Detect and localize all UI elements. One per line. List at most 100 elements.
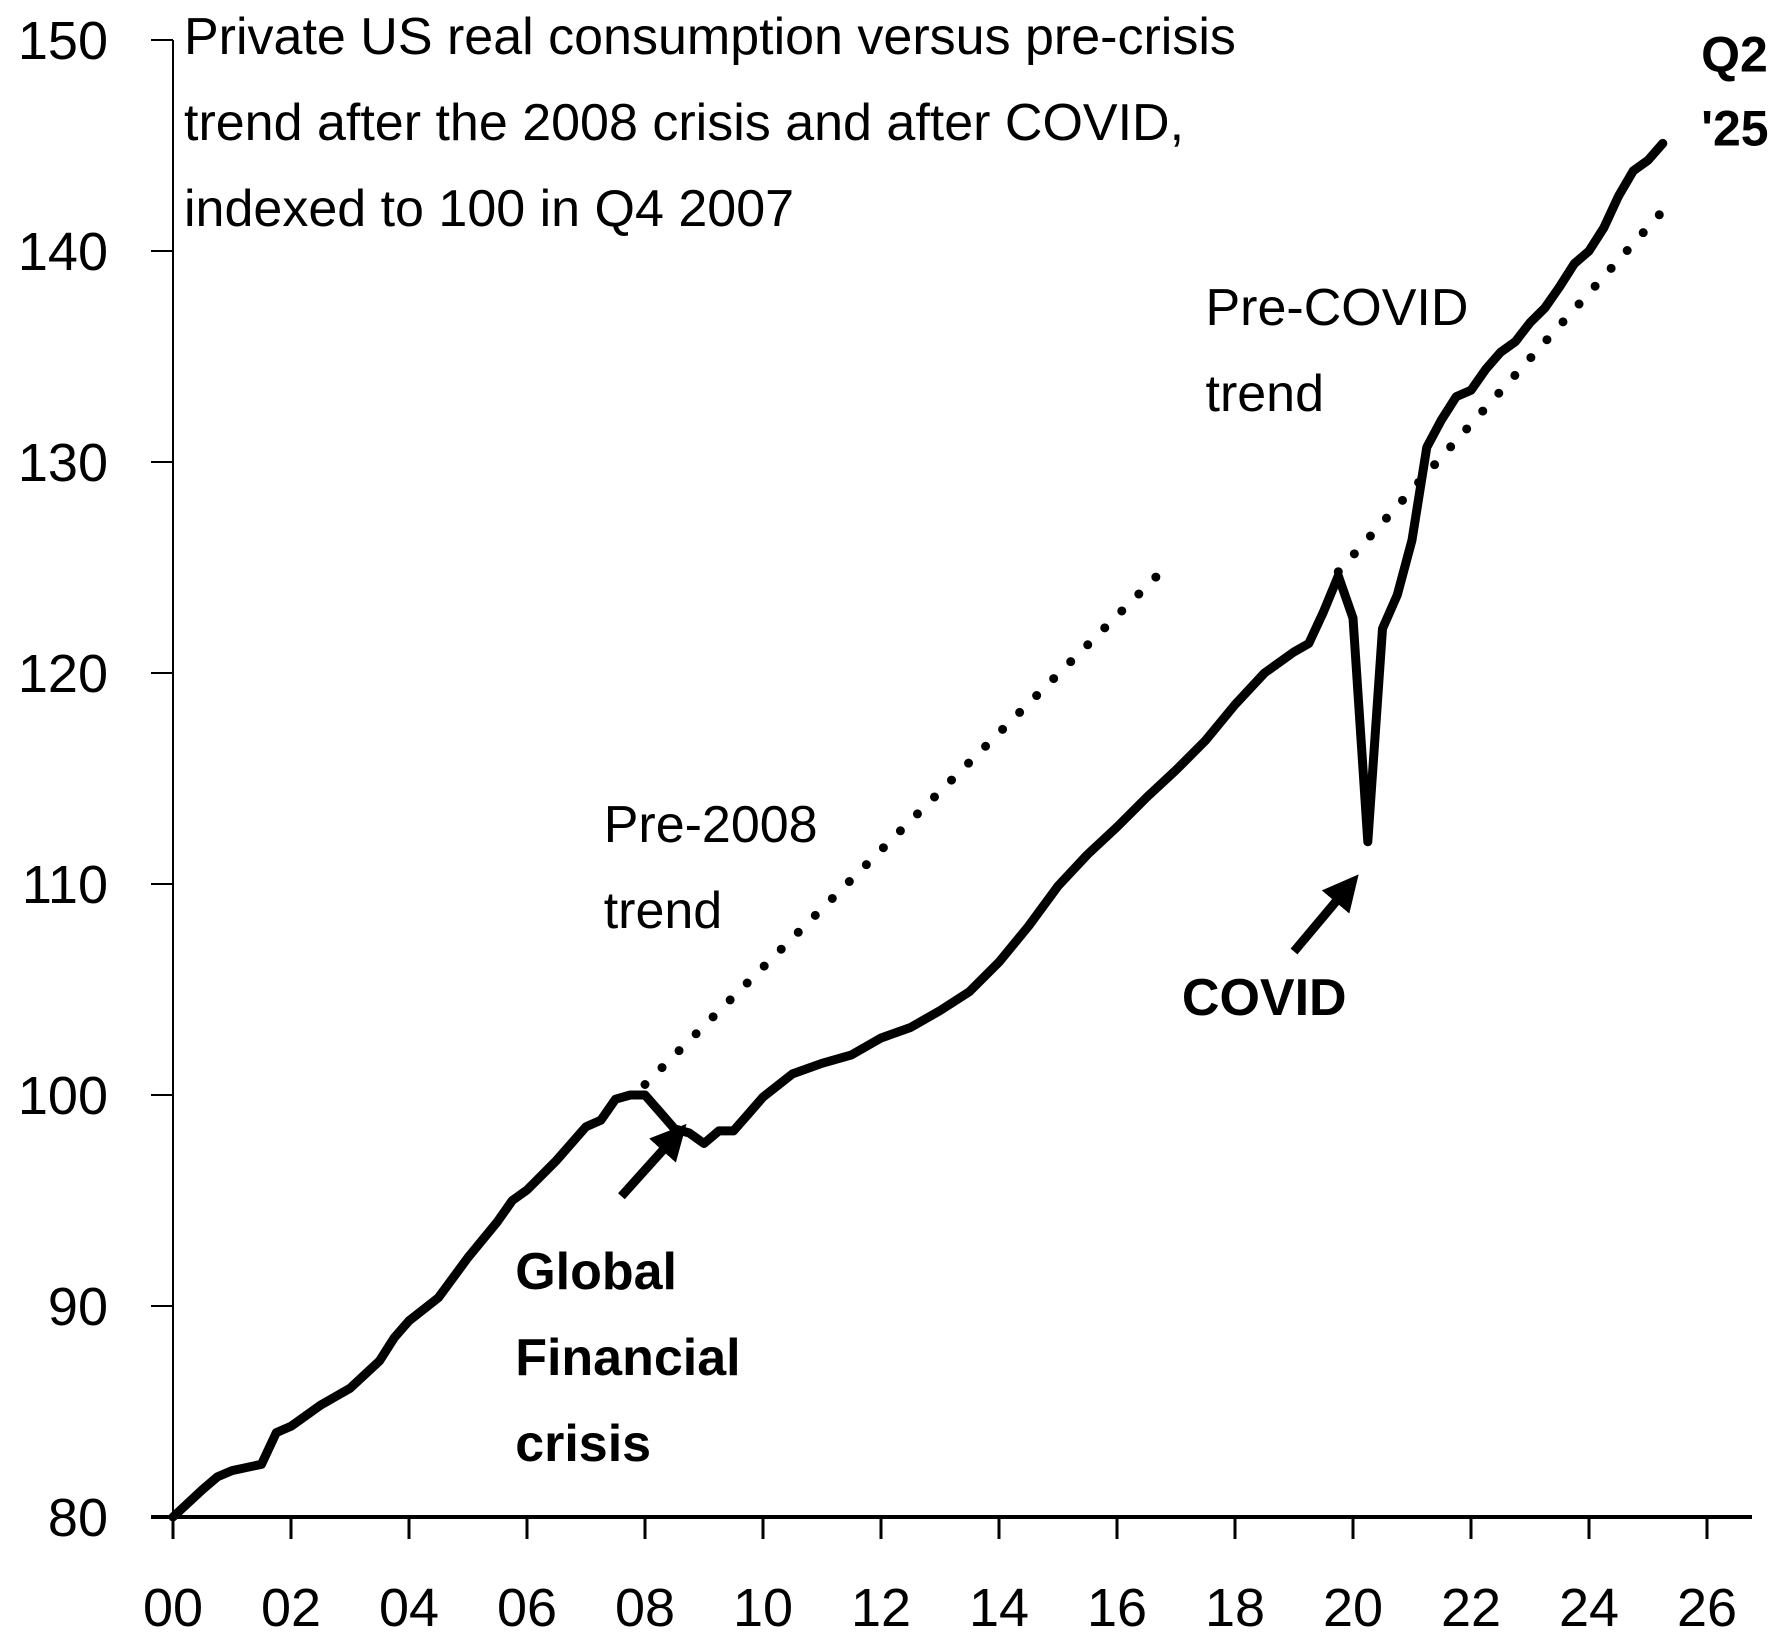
data-point-private-us-real-consumption xyxy=(1632,170,1634,172)
data-point-private-us-real-consumption xyxy=(467,1256,469,1258)
annotation-precovid-line: trend xyxy=(1206,365,1325,423)
x-tick-label: 26 xyxy=(1677,1578,1737,1638)
chart-title: Private US real consumption versus pre-c… xyxy=(184,8,1236,238)
arrow-icon xyxy=(618,1123,687,1200)
data-point-private-us-real-consumption xyxy=(1323,611,1325,613)
y-tick-label: 130 xyxy=(18,433,108,493)
data-point-private-us-real-consumption xyxy=(585,1126,587,1128)
data-point-private-us-real-consumption xyxy=(290,1425,292,1427)
data-point-private-us-real-consumption xyxy=(1367,841,1369,843)
data-point-private-us-real-consumption xyxy=(497,1221,499,1223)
data-point-private-us-real-consumption xyxy=(1647,159,1649,161)
y-tick-label: 100 xyxy=(18,1066,108,1126)
data-point-private-us-real-consumption xyxy=(851,1054,853,1056)
annotation-gfc-line: Global xyxy=(515,1243,677,1301)
x-tick-label: 06 xyxy=(497,1578,557,1638)
data-point-private-us-real-consumption xyxy=(969,991,971,993)
data-point-private-us-real-consumption xyxy=(600,1119,602,1121)
data-point-private-us-real-consumption xyxy=(1529,322,1531,324)
data-point-private-us-real-consumption xyxy=(1618,195,1620,197)
data-point-private-us-real-consumption xyxy=(511,1200,513,1202)
data-point-private-us-real-consumption xyxy=(615,1098,617,1100)
data-point-private-us-real-consumption xyxy=(1116,826,1118,828)
data-point-private-us-real-consumption xyxy=(1411,539,1413,541)
data-point-private-us-real-consumption xyxy=(408,1320,410,1322)
data-point-private-us-real-consumption xyxy=(1057,885,1059,887)
x-tick-label: 16 xyxy=(1087,1578,1147,1638)
x-tick-label: 18 xyxy=(1205,1578,1265,1638)
x-tick-label: 02 xyxy=(261,1578,321,1638)
data-point-private-us-real-consumption xyxy=(688,1132,690,1134)
data-point-private-us-real-consumption xyxy=(1352,617,1354,619)
data-point-private-us-real-consumption xyxy=(910,1026,912,1028)
y-tick-label: 150 xyxy=(18,11,108,71)
data-point-private-us-real-consumption xyxy=(821,1062,823,1064)
data-point-private-us-real-consumption xyxy=(1441,419,1443,421)
data-point-private-us-real-consumption xyxy=(733,1130,735,1132)
annotation-pre2008-line: Pre-2008 xyxy=(604,796,818,854)
annotation-precovid: Pre-COVID trend xyxy=(1206,279,1469,423)
data-point-private-us-real-consumption xyxy=(1544,307,1546,309)
series-group xyxy=(168,138,1668,1522)
annotation-covid: COVID xyxy=(1182,874,1359,1027)
data-point-private-us-real-consumption xyxy=(541,1174,543,1176)
data-point-pre-covid-trend xyxy=(1662,210,1664,212)
data-point-private-us-real-consumption xyxy=(1470,389,1472,391)
data-point-private-us-real-consumption xyxy=(674,1128,676,1130)
data-point-private-us-real-consumption xyxy=(1573,263,1575,265)
data-point-private-us-real-consumption xyxy=(438,1297,440,1299)
data-point-private-us-real-consumption xyxy=(231,1470,233,1472)
y-tick-label: 120 xyxy=(18,644,108,704)
data-point-private-us-real-consumption xyxy=(1426,446,1428,448)
data-point-private-us-real-consumption xyxy=(762,1096,764,1098)
annotation-endlabel-line: '25 xyxy=(1701,101,1769,157)
annotation-pre2008: Pre-2008 trend xyxy=(604,796,818,940)
data-point-private-us-real-consumption xyxy=(1382,628,1384,630)
annotation-gfc: Global Financial crisis xyxy=(515,1123,741,1473)
arrow-icon xyxy=(1290,874,1359,955)
data-point-private-us-real-consumption xyxy=(747,1113,749,1115)
data-point-private-us-real-consumption xyxy=(216,1476,218,1478)
data-point-private-us-real-consumption xyxy=(1175,769,1177,771)
data-point-private-us-real-consumption xyxy=(320,1404,322,1406)
data-point-private-us-real-consumption xyxy=(1264,672,1266,674)
data-point-private-us-real-consumption xyxy=(393,1337,395,1339)
data-point-private-us-real-consumption xyxy=(1234,704,1236,706)
data-point-private-us-real-consumption xyxy=(1485,368,1487,370)
data-point-private-us-real-consumption xyxy=(1396,594,1398,596)
data-point-pre-2008-trend xyxy=(1160,571,1162,573)
data-point-private-us-real-consumption xyxy=(1500,351,1502,353)
data-point-pre-covid-trend xyxy=(1337,571,1339,573)
data-point-private-us-real-consumption xyxy=(1087,853,1089,855)
data-point-private-us-real-consumption xyxy=(202,1489,204,1491)
data-point-private-us-real-consumption xyxy=(792,1073,794,1075)
data-point-private-us-real-consumption xyxy=(629,1094,631,1096)
annotation-pre2008-line: trend xyxy=(604,882,723,940)
data-point-private-us-real-consumption xyxy=(1588,250,1590,252)
annotation-covid-line: COVID xyxy=(1182,969,1347,1027)
data-point-private-us-real-consumption xyxy=(556,1159,558,1161)
title-line-3: indexed to 100 in Q4 2007 xyxy=(184,180,794,238)
x-tick-label: 14 xyxy=(969,1578,1029,1638)
series-line-private-us-real-consumption xyxy=(168,138,1668,1522)
data-point-private-us-real-consumption xyxy=(703,1143,705,1145)
annotation-gfc-line: Financial xyxy=(515,1329,740,1387)
x-tick-label: 04 xyxy=(379,1578,439,1638)
annotation-endlabel-line: Q2 xyxy=(1701,27,1768,83)
data-point-private-us-real-consumption xyxy=(1205,740,1207,742)
annotations: Pre-2008 trend Pre-COVID trend Global Financi… xyxy=(515,27,1768,1473)
x-tick-label: 20 xyxy=(1323,1578,1383,1638)
data-point-private-us-real-consumption xyxy=(1662,142,1664,144)
data-point-private-us-real-consumption xyxy=(1146,796,1148,798)
data-point-private-us-real-consumption xyxy=(1559,286,1561,288)
series-line-pre-2008-trend xyxy=(640,567,1166,1089)
x-tick-label: 22 xyxy=(1441,1578,1501,1638)
data-point-private-us-real-consumption xyxy=(1028,925,1030,927)
x-tick-label: 10 xyxy=(733,1578,793,1638)
y-tick-label: 110 xyxy=(22,855,108,915)
x-tick-label: 24 xyxy=(1559,1578,1619,1638)
annotation-endlabel: Q2'25 xyxy=(1701,27,1769,157)
data-point-private-us-real-consumption xyxy=(659,1111,661,1113)
title-line-1: Private US real consumption versus pre-c… xyxy=(184,8,1236,66)
series-line-pre-covid-trend xyxy=(1333,206,1668,577)
